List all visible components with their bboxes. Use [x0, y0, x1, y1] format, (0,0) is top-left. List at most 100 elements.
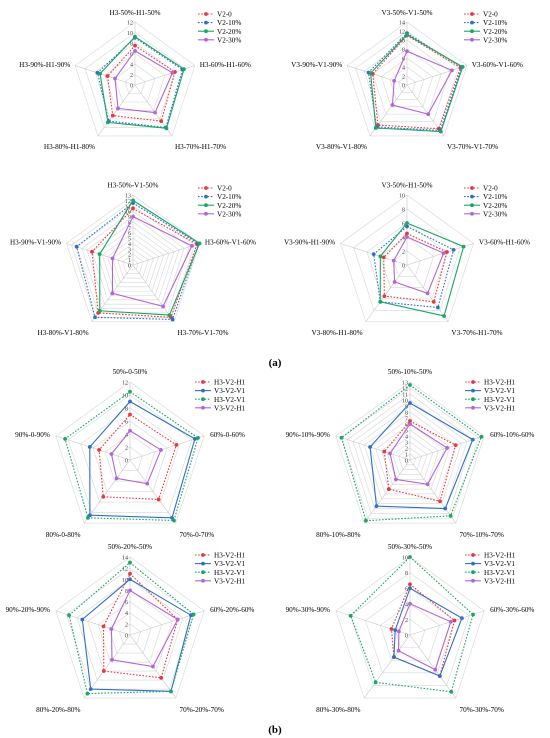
axis-label: 80%-10%-80%	[316, 531, 360, 539]
series-v3-v2-h1	[397, 603, 452, 671]
axis-label: V3-50%-V1-50%	[381, 9, 432, 17]
data-point	[63, 437, 67, 441]
radial-tick-label: 10	[122, 578, 128, 584]
legend-label: H3-V2-H1	[214, 552, 246, 560]
grid-ring	[335, 556, 485, 699]
grid-ring	[92, 420, 168, 492]
legend-marker	[204, 29, 208, 34]
radial-tick-label: 1	[405, 453, 408, 459]
series-v2-20	[379, 222, 465, 317]
legend: V2-0V2-10%V2-20%V2-30%	[198, 185, 241, 218]
data-point	[388, 451, 392, 456]
axis-label: 60%-30%-60%	[490, 606, 534, 614]
radial-tick-label: 10	[399, 194, 405, 200]
data-point	[169, 689, 173, 694]
series-v2-10	[373, 225, 455, 309]
data-point	[405, 235, 409, 239]
data-point	[97, 252, 102, 257]
data-point	[408, 601, 412, 606]
data-point	[101, 669, 106, 673]
series-h3-v2-h1	[383, 420, 457, 502]
axis-label: H3-60%-H1-60%	[200, 61, 251, 69]
grid-ring	[386, 435, 434, 480]
series-v2-30	[391, 50, 453, 115]
radial-tick-label: 2	[125, 622, 128, 628]
data-point	[408, 401, 412, 405]
data-point	[425, 482, 430, 487]
legend-marker	[201, 578, 205, 583]
legend-label: V3-V2-H1	[484, 577, 516, 585]
series-h3-v2-v1	[340, 384, 482, 522]
data-point	[88, 687, 93, 691]
legend-marker	[470, 37, 474, 42]
data-point	[470, 437, 475, 442]
radial-tick-label: 8	[402, 208, 405, 214]
grid-ring	[398, 75, 416, 93]
axis-label: V3-70%-V1-70%	[447, 143, 498, 151]
radial-tick-label: 6	[125, 420, 128, 426]
data-point	[153, 110, 157, 115]
legend-label: V3-V2-V1	[484, 560, 516, 568]
legend-label: H3-V2-V1	[214, 569, 246, 577]
radial-tick-label: 4	[405, 602, 408, 608]
grid-ring	[127, 259, 139, 270]
legend-label: V2-30%	[483, 210, 507, 218]
data-point	[438, 499, 442, 504]
legend-label: H3-V2-V1	[214, 396, 246, 404]
radar-chart-1: 024681012H3-50%-H1-50%H3-60%-H1-60%H3-70…	[19, 9, 251, 151]
radial-tick-label: 8	[125, 589, 128, 595]
radial-tick-label: 0	[130, 84, 133, 90]
axis-spoke	[55, 435, 131, 461]
series-v2-0	[383, 232, 448, 303]
radial-tick-label: 10	[402, 556, 408, 562]
legend-marker	[471, 397, 475, 402]
grid-ring	[369, 417, 451, 495]
data-point	[441, 251, 446, 256]
radial-tick-label: 1	[128, 258, 131, 264]
radial-tick-label: 4	[405, 435, 408, 441]
grid-ring	[394, 619, 426, 648]
grid-ring	[67, 394, 193, 513]
series-v2-20	[99, 199, 201, 316]
data-point	[97, 448, 101, 452]
data-point	[373, 680, 378, 685]
series-v3-v2-v1	[393, 587, 463, 677]
data-point	[196, 436, 200, 440]
data-point	[374, 504, 379, 509]
legend-label: V2-20%	[217, 202, 241, 210]
data-point	[405, 49, 409, 54]
data-point	[145, 481, 150, 486]
legend-label: V2-30%	[217, 210, 241, 218]
radial-tick-label: 2	[128, 253, 131, 259]
data-point	[101, 494, 106, 499]
axis-label: 80%-20%-80%	[36, 706, 80, 714]
data-point	[85, 691, 90, 696]
legend-marker	[471, 553, 475, 557]
data-point	[191, 612, 196, 617]
legend-label: V3-V2-H1	[214, 404, 246, 412]
axis-spoke	[129, 435, 205, 461]
axis-label: V3-90%-H1-90%	[284, 239, 335, 247]
axis-spoke	[406, 65, 468, 86]
data-point	[448, 619, 453, 624]
data-point	[93, 315, 97, 320]
data-point	[408, 555, 412, 559]
data-point	[392, 280, 397, 284]
radial-tick-label: 12	[399, 30, 405, 36]
axis-label: 50%-0-50%	[113, 368, 148, 376]
data-point	[105, 74, 110, 78]
legend: V2-0V2-10%V2-20%V2-30%	[464, 185, 507, 218]
data-point	[105, 120, 110, 125]
legend-marker	[204, 37, 208, 42]
legend: V2-0V2-10%V2-20%V2-30%	[464, 11, 507, 44]
legend-marker	[470, 211, 474, 216]
axis-label: 90%-30%-90%	[286, 606, 330, 614]
axis-spoke	[363, 634, 411, 699]
data-point	[433, 667, 438, 672]
grid-ring	[380, 236, 434, 288]
data-point	[133, 43, 137, 48]
grid-ring	[352, 399, 468, 509]
data-point	[128, 412, 132, 417]
